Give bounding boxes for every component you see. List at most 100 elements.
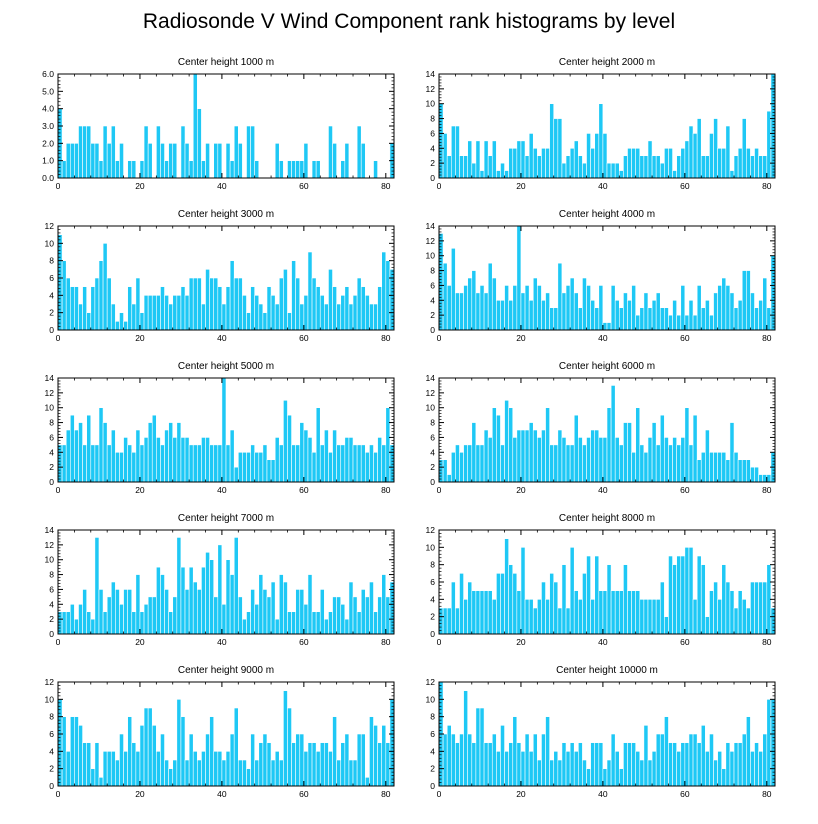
histogram-bar [258,574,264,635]
y-tick-label: 6 [430,577,435,587]
panel-title: Center height 4000 m [559,209,655,220]
histogram-bar [770,73,776,179]
histogram-bar [705,616,710,635]
histogram-bar [205,733,210,787]
histogram-bar [471,422,477,483]
histogram-bar [156,437,161,483]
histogram-bar [643,599,649,635]
histogram-bar [664,616,669,635]
histogram-bar [291,611,296,635]
y-tick-label: 4 [430,143,435,153]
histogram-bar [758,155,764,179]
histogram-bar [365,451,370,483]
histogram-bar [98,407,104,483]
histogram-bar [197,277,202,331]
histogram-bar [192,277,198,331]
histogram-bar [643,155,649,179]
histogram-bar [557,429,563,483]
histogram-bar [557,759,563,787]
histogram-bar [545,599,550,635]
histogram-bar [180,437,186,483]
histogram-bar [65,611,71,635]
histogram-bar [606,759,612,787]
histogram-bar [188,566,194,635]
histogram-bar [463,690,468,787]
y-tick-label: 2 [430,764,435,774]
histogram-bar [692,133,698,179]
histogram-bar [332,143,337,179]
histogram-bar [746,716,751,787]
histogram-bar [217,286,223,331]
histogram-bar [266,596,272,635]
y-tick-label: 0 [430,173,435,183]
histogram-bar [356,125,362,179]
histogram-bar [221,377,227,483]
histogram-bar [131,303,137,331]
histogram-bar [520,751,526,787]
histogram-bar [639,444,645,483]
histogram-bar [504,751,509,787]
histogram-bar [463,285,468,331]
histogram-bar [299,589,305,635]
y-tick-label: 0 [430,781,435,791]
histogram-bar [602,437,608,483]
histogram-bar [348,303,354,331]
histogram-bar [61,444,67,483]
histogram-bar [602,590,608,635]
histogram-bar [57,444,63,483]
histogram-bar [160,444,165,483]
y-tick-label: 12 [426,84,436,94]
histogram-bar [594,429,600,483]
histogram-bar [110,125,116,179]
histogram-bar [737,147,743,179]
histogram-bar [115,160,120,179]
histogram-bar [754,466,759,483]
histogram-bar [90,143,96,179]
histogram-bar [94,742,100,787]
histogram-bar [586,555,591,635]
histogram-bar [459,573,464,635]
histogram-bar [655,733,661,787]
histogram-bar [479,590,485,635]
histogram-bar [233,707,239,787]
histogram-bar [565,444,571,483]
histogram-bar [741,459,747,483]
histogram-bar [467,140,473,179]
histogram-bar [512,716,518,787]
histogram-bar [651,155,657,179]
histogram-bar [119,603,124,635]
histogram-bar [491,140,497,179]
histogram-bar [586,437,591,483]
histogram-bar [377,286,383,331]
histogram-bar [369,581,374,635]
histogram-bar [578,437,583,483]
histogram-bar [377,437,383,483]
histogram-bar [627,590,632,635]
histogram-bar [299,160,305,179]
histogram-bar [74,618,79,635]
histogram-bar [524,285,530,331]
histogram-bar [270,295,276,331]
histogram-bar [258,303,264,331]
panel-title: Center height 2000 m [559,57,655,68]
histogram-bar [332,596,337,635]
histogram-bar [659,414,665,483]
histogram-bar [672,437,677,483]
histogram-bar [450,247,456,331]
y-tick-label: 8 [430,560,435,570]
histogram-bar [614,590,620,635]
histogram-bar [631,742,636,787]
histogram-bar [598,742,604,787]
histogram-bar [106,751,112,787]
histogram-bar [549,573,555,635]
histogram-bar [635,314,641,331]
histogram-bar [659,307,665,331]
histogram-bar [631,590,636,635]
histogram-bar [340,295,346,331]
y-tick-label: 4 [430,295,435,305]
histogram-bar [82,444,87,483]
y-tick-label: 4.0 [42,104,54,114]
histogram-bar [565,751,571,787]
histogram-bar [655,599,661,635]
histogram-bar [520,140,526,179]
